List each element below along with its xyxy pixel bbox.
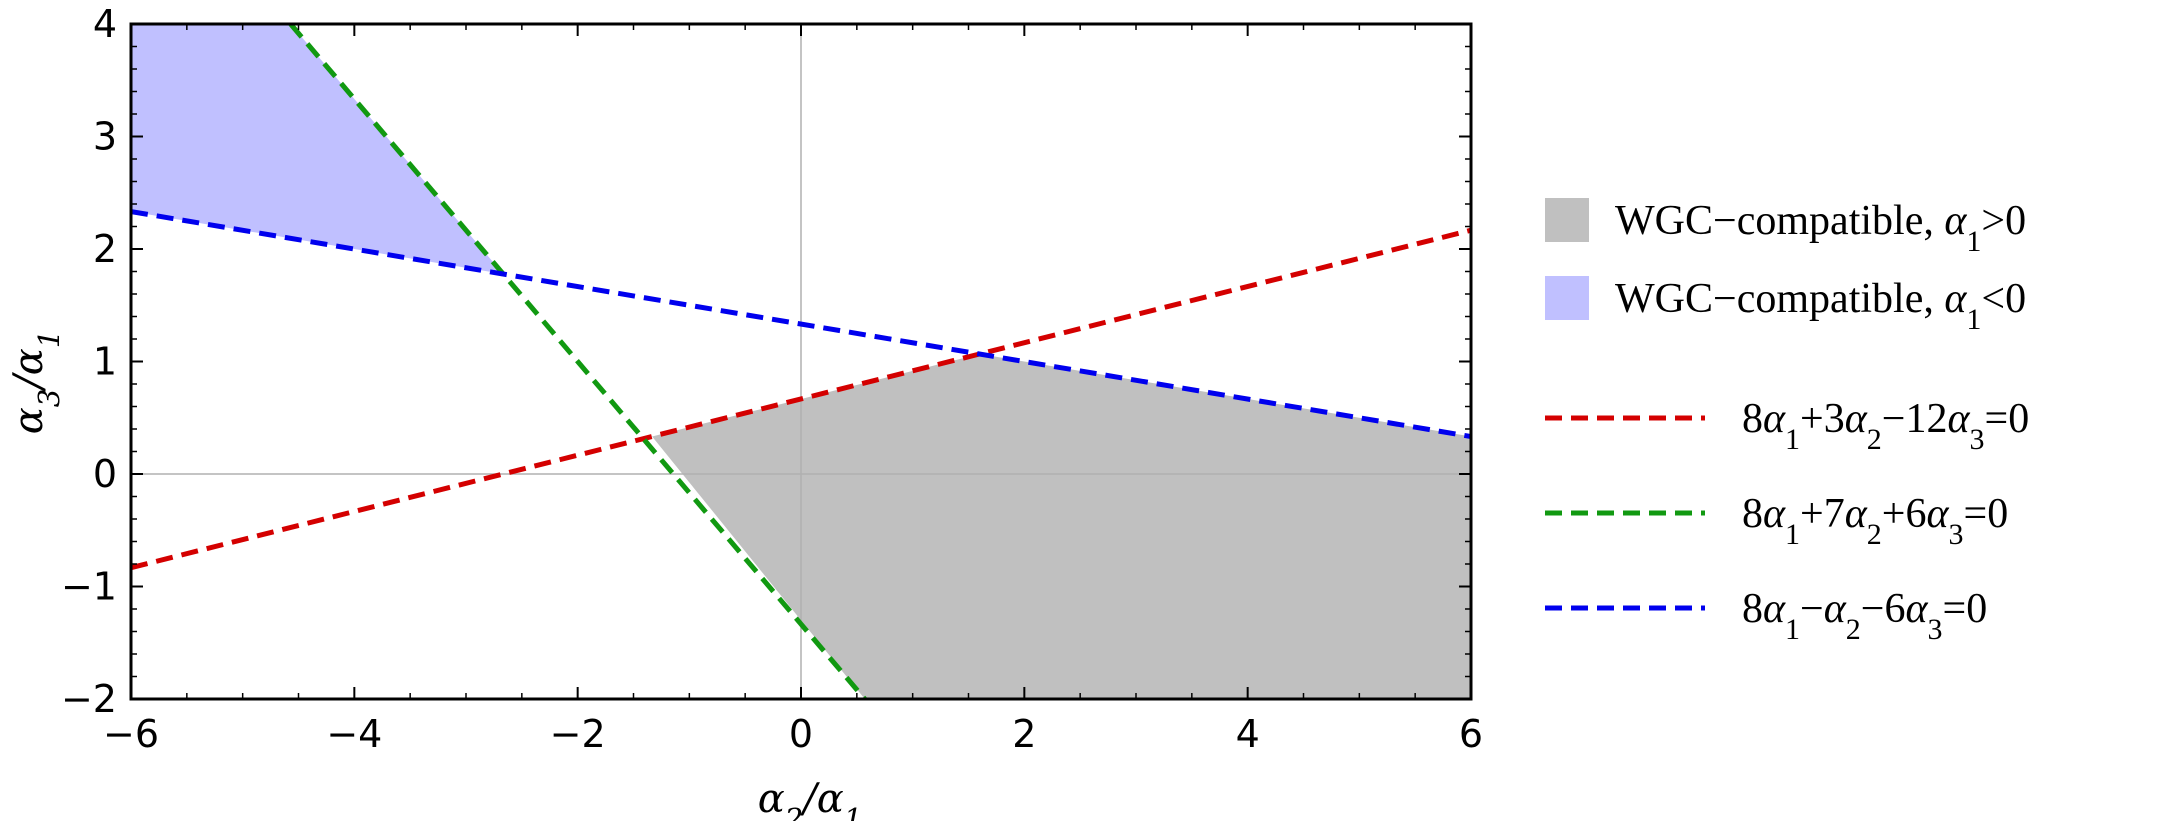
x-tick-label: −2: [550, 712, 606, 756]
series-line-2: [288, 24, 867, 699]
y-tick-label: 2: [93, 227, 117, 271]
y-tick-label: −1: [61, 565, 117, 609]
x-tick-label: 6: [1459, 712, 1483, 756]
legend-swatch-2: [1545, 276, 1589, 320]
legend-swatch-1: [1545, 198, 1589, 242]
y-tick-label: −2: [61, 677, 117, 721]
axes: −6 −4 −2 0 2 4 6 −2 −1 0 1 2 3 4: [61, 2, 1483, 756]
legend-series-label-2: 8α1+7α2+6α3=0: [1742, 491, 2008, 551]
legend: WGC−compatible, α1>0 WGC−compatible, α1<0…: [1545, 198, 2029, 646]
region-1: [652, 354, 1471, 699]
y-axis-label: α3/α1: [6, 330, 66, 434]
legend-series-label-3: 8α1−α2−6α3=0: [1742, 586, 1987, 646]
y-tick-label: 0: [93, 452, 117, 496]
series-line-3: [131, 209, 1471, 440]
legend-label-1: WGC−compatible, α1>0: [1615, 198, 2026, 258]
y-tick-label: 4: [93, 2, 117, 46]
region-2: [131, 24, 504, 274]
y-tick-label: 3: [93, 115, 117, 159]
x-axis-label: α2/α1: [758, 776, 862, 821]
x-tick-label: 4: [1236, 712, 1260, 756]
x-tick-label: −4: [326, 712, 382, 756]
x-tick-label: 2: [1012, 712, 1036, 756]
y-tick-label: 1: [93, 340, 117, 384]
series-line-1: [131, 227, 1471, 571]
x-tick-label: −6: [103, 712, 159, 756]
legend-label-2: WGC−compatible, α1<0: [1615, 276, 2026, 336]
x-tick-label: 0: [789, 712, 813, 756]
plot-area: [131, 24, 1471, 699]
legend-series-label-1: 8α1+3α2−12α3=0: [1742, 396, 2029, 456]
